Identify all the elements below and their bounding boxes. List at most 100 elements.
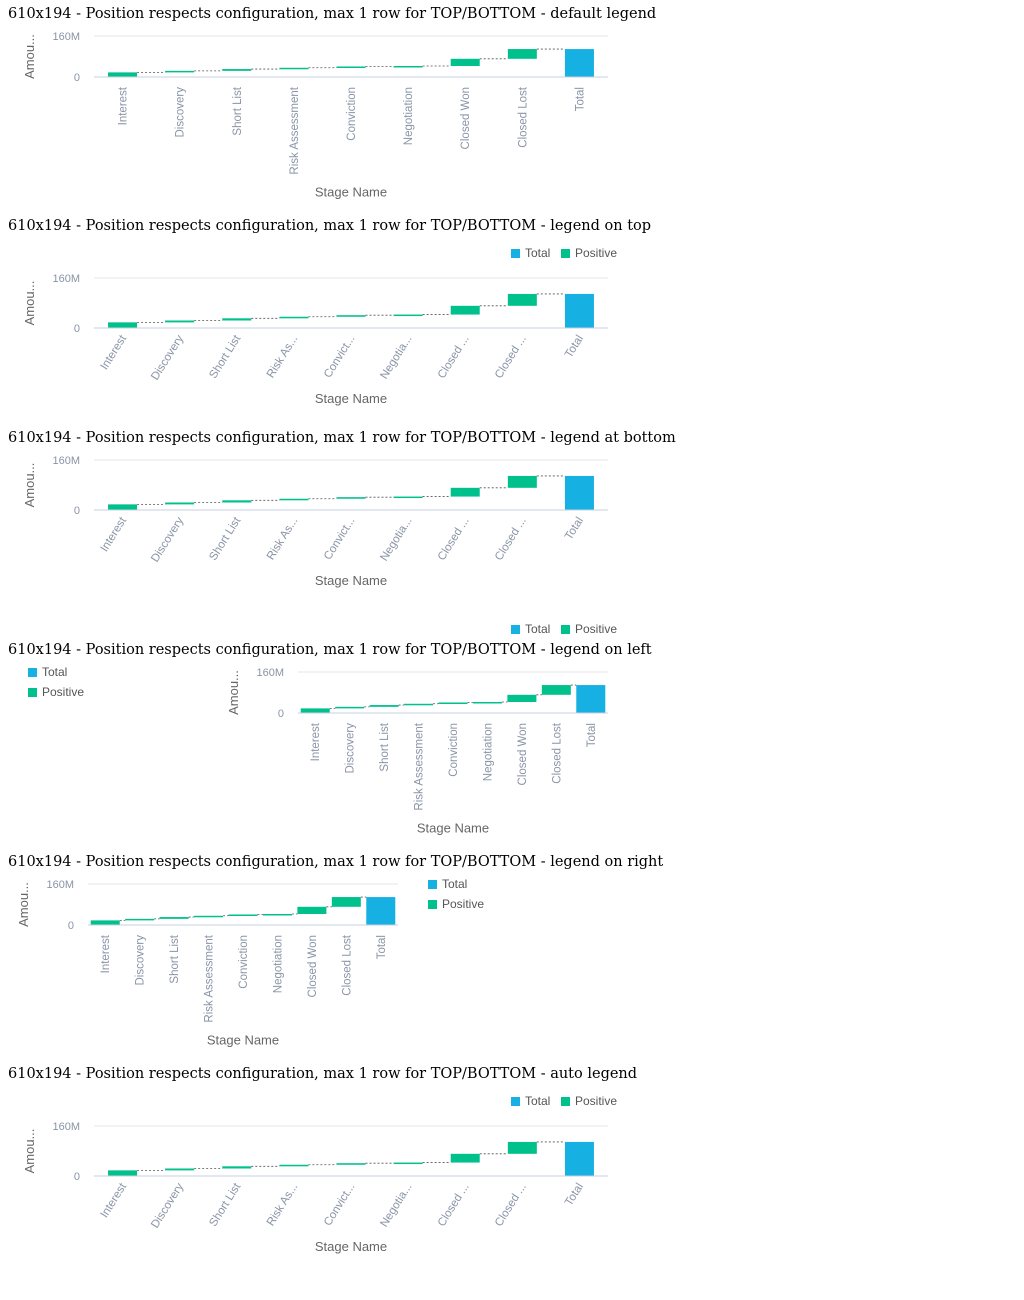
positive-bar [222, 318, 252, 321]
y-tick-label: 0 [74, 1171, 80, 1183]
chart-title: 610x194 - Position respects configuratio… [8, 218, 652, 234]
legend-label-positive[interactable]: Positive [42, 685, 84, 699]
chart-title: 610x194 - Position respects configuratio… [8, 642, 652, 658]
y-tick-label: 0 [278, 708, 284, 720]
positive-bar [125, 918, 155, 921]
x-tick-label: Discovery [345, 723, 357, 774]
x-tick-label: Closed Lost [517, 86, 529, 148]
positive-bar [393, 1162, 423, 1165]
x-tick-label: Closed ... [436, 515, 472, 563]
x-tick-label: Negotiation [272, 935, 284, 993]
waterfall-chart: 0 160M Amou... Interest Discovery Short List R… [16, 877, 484, 1048]
x-tick-label: Negotia... [378, 333, 414, 381]
y-tick-label: 0 [74, 72, 80, 84]
legend-swatch-total [428, 880, 437, 889]
positive-bar [450, 305, 480, 315]
x-axis-title: Stage Name [207, 1033, 279, 1048]
positive-bar [279, 316, 309, 319]
legend-label-total[interactable]: Total [525, 1094, 550, 1108]
positive-bar [336, 66, 366, 68]
x-tick-label: Short List [379, 722, 391, 771]
legend-label-total[interactable]: Total [525, 622, 550, 636]
x-axis-title: Stage Name [315, 185, 387, 200]
total-bar [576, 685, 606, 713]
positive-bar [222, 1166, 252, 1169]
legend-swatch-positive [428, 900, 437, 909]
x-tick-label: Risk As... [265, 515, 301, 562]
x-tick-label: Short List [207, 333, 243, 381]
x-tick-label: Total [574, 87, 586, 111]
positive-bar [450, 487, 480, 497]
x-axis-title: Stage Name [315, 1239, 387, 1254]
waterfall-chart: 0 160M Amou... Interest Discovery Short List R… [22, 1094, 617, 1254]
legend-label-total[interactable]: Total [42, 665, 67, 679]
x-tick-label: Total [563, 515, 586, 542]
legend-label-positive[interactable]: Positive [575, 246, 617, 260]
positive-bar [108, 1170, 138, 1176]
y-tick-label: 0 [74, 505, 80, 517]
x-tick-label: Closed ... [436, 333, 472, 381]
positive-bar [335, 706, 365, 709]
x-tick-label: Short List [207, 515, 243, 563]
x-tick-label: Closed Lost [341, 934, 353, 996]
x-tick-label: Conviction [346, 87, 358, 141]
x-tick-label: Total [376, 935, 388, 959]
legend-label-positive[interactable]: Positive [575, 622, 617, 636]
positive-bar [393, 496, 423, 499]
x-axis-title: Stage Name [315, 391, 387, 406]
x-tick-label: Convict... [322, 1181, 358, 1228]
positive-bar [450, 58, 480, 66]
x-tick-label: Negotiation [482, 723, 494, 781]
y-tick-label: 0 [68, 920, 74, 932]
positive-bar [369, 705, 399, 707]
chart-title: 610x194 - Position respects configuratio… [8, 430, 676, 446]
positive-bar [165, 70, 195, 73]
y-tick-label: 160M [256, 667, 284, 679]
positive-bar [336, 315, 366, 317]
positive-bar [159, 917, 189, 919]
legend-swatch-positive [28, 688, 37, 697]
y-axis-title: Amou... [22, 1129, 37, 1174]
positive-bar [108, 322, 138, 328]
positive-bar [108, 72, 138, 77]
x-tick-label: Interest [100, 934, 112, 973]
x-tick-label: Negotiation [403, 87, 415, 145]
legend-swatch-positive [561, 249, 570, 258]
y-tick-label: 160M [52, 455, 80, 467]
x-tick-label: Risk Assessment [289, 86, 301, 174]
positive-bar [194, 915, 224, 918]
total-bar [564, 475, 594, 510]
legend-label-positive[interactable]: Positive [442, 897, 484, 911]
y-axis-title: Amou... [22, 463, 37, 508]
positive-bar [507, 293, 537, 306]
x-tick-label: Convict... [322, 515, 358, 562]
y-tick-label: 160M [52, 273, 80, 285]
legend-label-total[interactable]: Total [525, 246, 550, 260]
x-tick-label: Discovery [135, 935, 147, 986]
legend-label-total[interactable]: Total [442, 877, 467, 891]
positive-bar [438, 702, 468, 704]
y-tick-label: 160M [52, 31, 80, 43]
positive-bar [404, 703, 434, 706]
x-tick-label: Risk Assessment [414, 722, 426, 810]
y-tick-label: 160M [46, 879, 74, 891]
positive-bar [507, 1141, 537, 1154]
x-tick-label: Interest [310, 722, 322, 761]
x-tick-label: Risk As... [265, 1181, 301, 1228]
total-bar [564, 293, 594, 328]
positive-bar [507, 694, 537, 702]
x-tick-label: Closed Won [460, 87, 472, 149]
x-tick-label: Closed Lost [551, 722, 563, 784]
positive-bar [108, 504, 138, 510]
waterfall-chart: 0 160M Amou... Interest Discovery Short List R… [22, 455, 617, 636]
y-tick-label: 160M [52, 1121, 80, 1133]
positive-bar [165, 502, 195, 505]
positive-bar [279, 498, 309, 501]
waterfall-chart: 0 160M Amou... Interest Discovery Short List R… [28, 665, 608, 836]
positive-bar [228, 914, 258, 916]
waterfall-chart: 0 160M Amou... Interest Discovery Short List R… [22, 246, 617, 406]
legend-label-positive[interactable]: Positive [575, 1094, 617, 1108]
total-bar [366, 897, 396, 925]
positive-bar [450, 1153, 480, 1163]
x-axis-title: Stage Name [315, 573, 387, 588]
